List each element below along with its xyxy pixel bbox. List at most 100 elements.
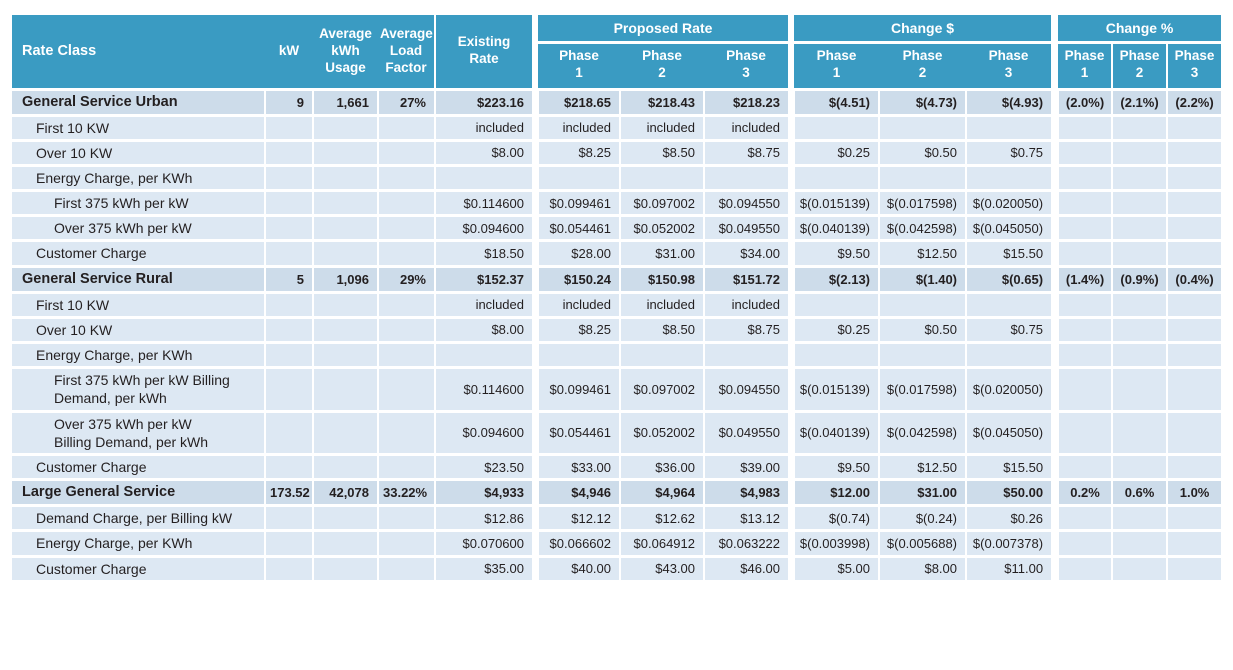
group-gap [788, 266, 795, 294]
cell: $0.097002 [619, 367, 704, 413]
cell: $12.62 [619, 505, 704, 533]
cell: $35.00 [434, 556, 532, 583]
cell: $(0.005688) [878, 530, 967, 558]
cell [1111, 317, 1168, 345]
cell [1057, 317, 1113, 345]
cell: $11.00 [965, 556, 1052, 583]
cell: $152.37 [434, 266, 532, 294]
cell [1111, 454, 1168, 482]
cell [377, 292, 435, 319]
rate-class-row: Large General Service 173.52 42,078 33.22% $… [12, 479, 1222, 508]
cell: $9.50 [793, 240, 880, 268]
cell [377, 317, 435, 345]
cell: $(0.020050) [965, 190, 1052, 218]
cell: $(0.24) [878, 505, 967, 533]
group-gap [1051, 556, 1059, 583]
cell [1111, 215, 1168, 243]
detail-row: Energy Charge, per KWh [12, 342, 1222, 370]
cell: 5 [264, 266, 313, 294]
cell [1166, 556, 1222, 583]
cell: 1,096 [312, 266, 378, 294]
cell: (2.0%) [1057, 89, 1113, 117]
group-gap [788, 454, 795, 482]
cell [264, 411, 313, 456]
cell: $0.066602 [537, 530, 620, 558]
cell: $(0.015139) [793, 367, 880, 413]
cell [1111, 165, 1168, 193]
group-gap [532, 454, 538, 482]
group-gap [532, 530, 538, 558]
cell: $0.052002 [619, 411, 704, 456]
cell [702, 165, 789, 193]
cell: $0.50 [878, 317, 967, 345]
cell: $12.50 [878, 240, 967, 268]
cell [1111, 240, 1168, 268]
group-gap [788, 556, 795, 583]
cell: $0.097002 [619, 190, 704, 218]
cell [1166, 505, 1222, 533]
cell [377, 165, 435, 193]
group-gap [788, 165, 795, 193]
group-gap [1051, 454, 1059, 482]
group-gap [788, 530, 795, 558]
cell: $(0.003998) [793, 530, 880, 558]
cell [377, 454, 435, 482]
group-gap [1051, 342, 1059, 370]
group-gap [788, 140, 795, 167]
cell [377, 240, 435, 268]
cell [1057, 190, 1113, 218]
cell: (0.9%) [1111, 266, 1168, 294]
cell [1057, 115, 1113, 142]
cell [377, 556, 435, 583]
group-gap [532, 240, 538, 268]
detail-row: Customer Charge $23.50 $33.00 $36.00 $39.00 $… [12, 454, 1222, 482]
cell: $(0.017598) [878, 367, 967, 413]
cell [1166, 367, 1222, 413]
rate-comparison-table: Rate Class kW Average kWh Usage Average … [12, 15, 1222, 583]
column-header-avg-load-factor: Average Load Factor [378, 15, 435, 91]
group-gap [788, 215, 795, 243]
detail-row: Energy Charge, per KWh $0.070600 $0.066602… [12, 530, 1222, 558]
cell: included [434, 292, 532, 319]
cell: 33.22% [377, 479, 435, 508]
cell [264, 165, 313, 193]
row-label: First 10 KW [12, 292, 265, 319]
row-label: First 375 kWh per kW [12, 190, 265, 218]
cell [264, 215, 313, 243]
cell [1057, 411, 1113, 456]
cell [377, 505, 435, 533]
cell: $223.16 [434, 89, 532, 117]
cell: $(0.042598) [878, 215, 967, 243]
column-header-proposed-phase-1: Phase 1 [538, 42, 620, 91]
cell [793, 115, 880, 142]
cell [1111, 505, 1168, 533]
cell [434, 165, 532, 193]
detail-row: Over 375 kWh per kW $0.094600 $0.054461 $0.… [12, 215, 1222, 243]
cell [1057, 367, 1113, 413]
cell [377, 190, 435, 218]
cell [793, 165, 880, 193]
cell: $50.00 [965, 479, 1052, 508]
cell [537, 342, 620, 370]
cell [1057, 530, 1113, 558]
group-gap [532, 15, 538, 91]
detail-row: Demand Charge, per Billing kW $12.86 $12.1… [12, 505, 1222, 533]
row-label: Customer Charge [12, 454, 265, 482]
cell: $(0.007378) [965, 530, 1052, 558]
group-gap [532, 411, 538, 456]
cell: $0.070600 [434, 530, 532, 558]
cell [1166, 292, 1222, 319]
group-gap [788, 411, 795, 456]
cell: $0.052002 [619, 215, 704, 243]
cell: $0.114600 [434, 367, 532, 413]
cell [537, 165, 620, 193]
cell: 0.6% [1111, 479, 1168, 508]
group-gap [788, 317, 795, 345]
cell [312, 342, 378, 370]
cell: included [619, 292, 704, 319]
cell: $13.12 [702, 505, 789, 533]
cell [264, 190, 313, 218]
cell [1166, 454, 1222, 482]
cell: $0.049550 [702, 411, 789, 456]
column-header-change-percent-phase-2: Phase 2 [1111, 42, 1168, 91]
